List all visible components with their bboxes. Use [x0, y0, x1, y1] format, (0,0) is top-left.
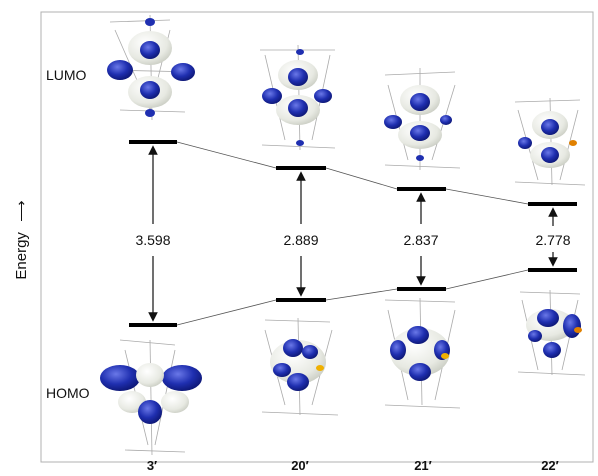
energy-axis-label: Energy ⟶: [13, 200, 30, 279]
homo-connector: [176, 299, 277, 326]
lumo-label: LUMO: [46, 67, 87, 83]
compound-22: 2.778 22′: [514, 97, 586, 473]
compound-21: 2.837 21′: [384, 68, 461, 473]
lumo-connectors: [176, 141, 529, 205]
compound-20: 2.889 20′: [260, 44, 339, 473]
lumo-orbital-image: [514, 97, 586, 186]
homo-orbital-image: [261, 317, 339, 416]
svg-text:Energy ⟶: Energy ⟶: [13, 200, 30, 279]
lumo-orbital-image: [260, 44, 336, 151]
homo-connector: [325, 288, 398, 301]
gap-value: 2.778: [535, 232, 570, 248]
lumo-orbital-image: [107, 14, 196, 121]
gap-value: 3.598: [135, 232, 170, 248]
energy-axis-arrow-icon: ⟶: [13, 200, 30, 222]
homo-orbital-image: [384, 297, 461, 409]
gap-value: 2.889: [283, 232, 318, 248]
compound-label: 20′: [291, 458, 309, 473]
lumo-connector: [176, 141, 277, 169]
homo-orbital-image: [100, 339, 202, 456]
homo-label: HOMO: [46, 385, 90, 401]
homo-orbital-image: [517, 289, 586, 376]
plot-frame: [40, 11, 594, 463]
homo-connector: [445, 269, 529, 290]
lumo-connector: [325, 167, 398, 190]
compound-label: 3′: [147, 458, 157, 473]
lumo-orbital-image: [384, 68, 461, 170]
lumo-connector: [445, 188, 529, 205]
compound-label: 21′: [414, 458, 432, 473]
compound-3: 3.598 3′: [100, 14, 202, 473]
compound-label: 22′: [541, 458, 559, 473]
homo-connectors: [176, 269, 529, 326]
energy-axis-text: Energy: [13, 232, 30, 280]
gap-value: 2.837: [403, 232, 438, 248]
